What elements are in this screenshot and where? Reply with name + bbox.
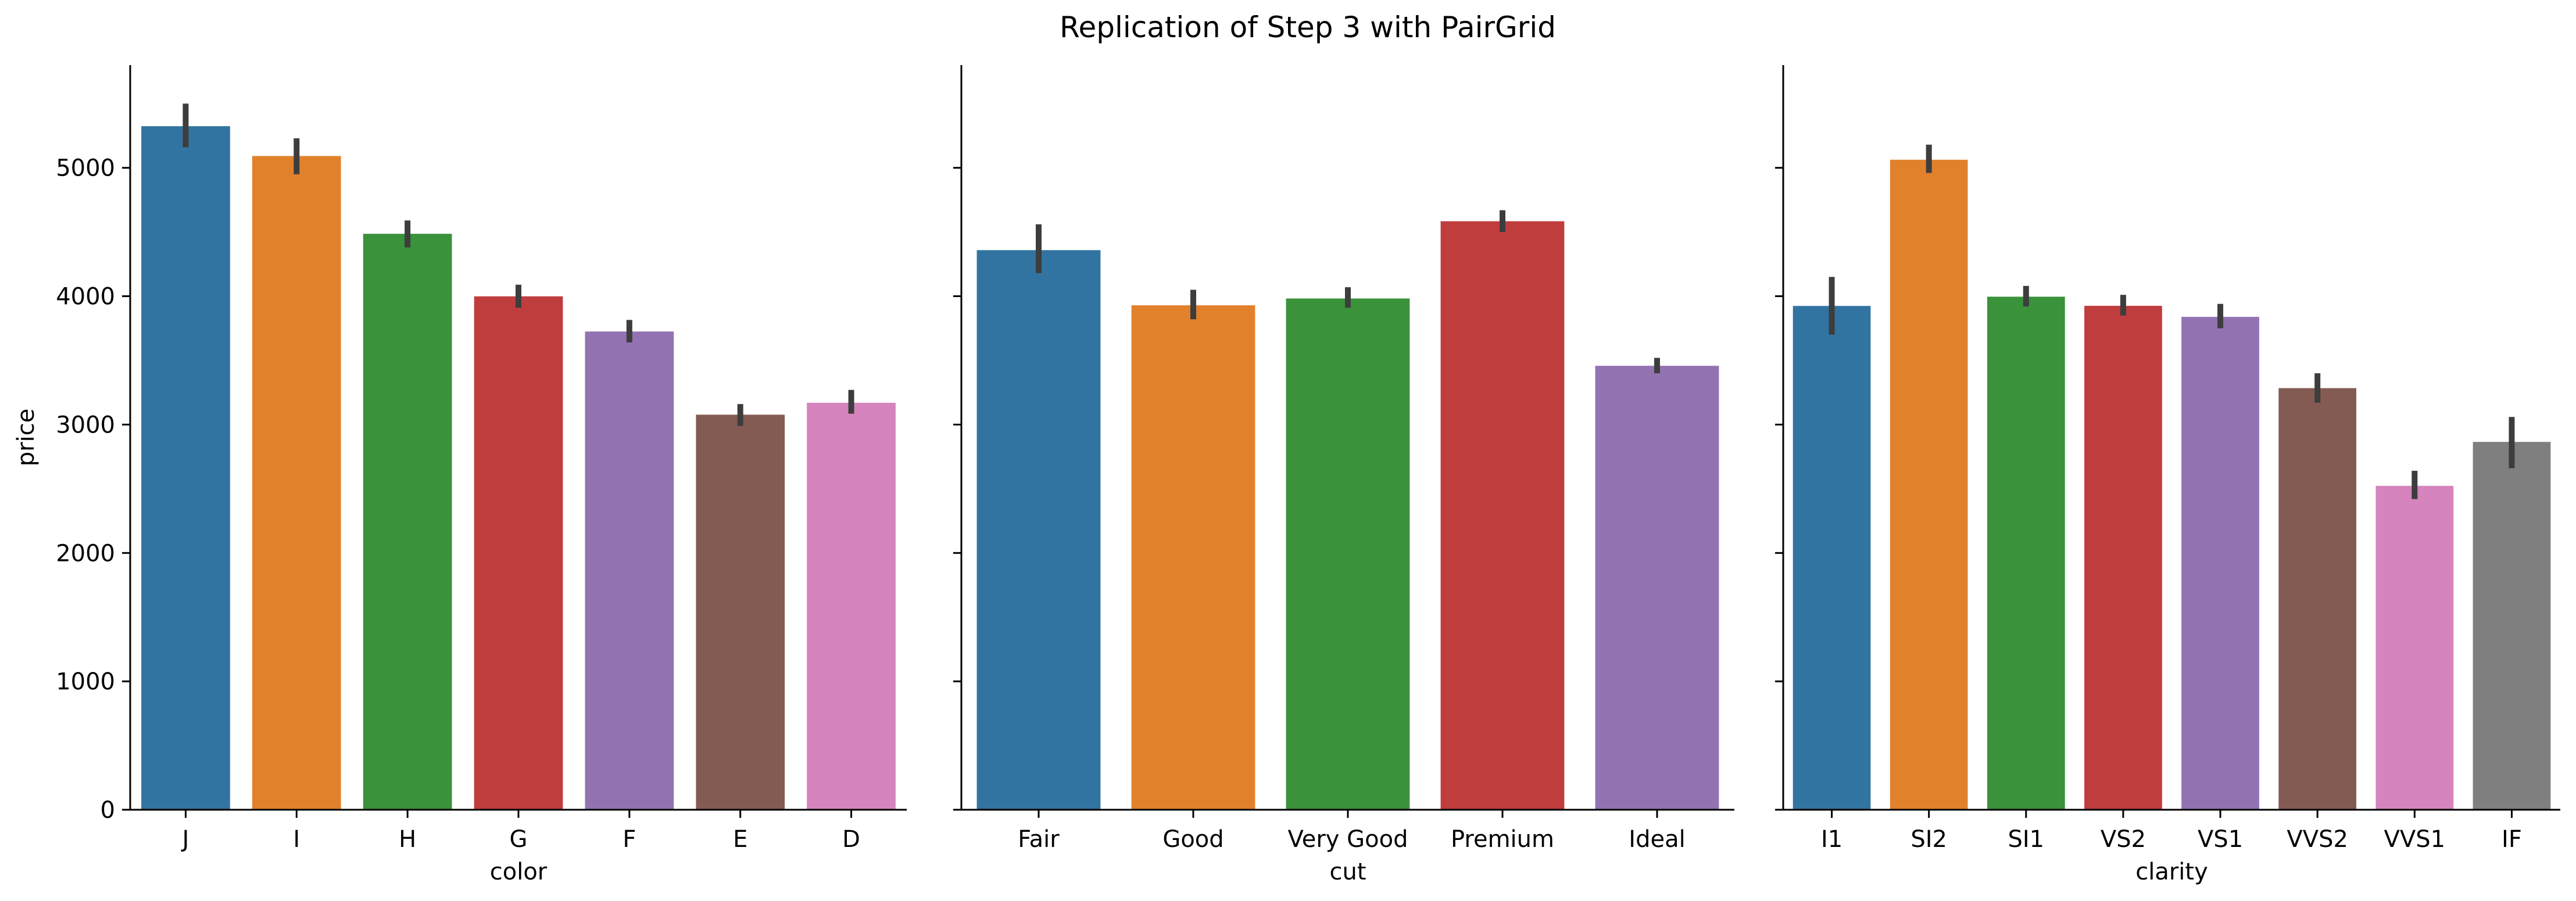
x-tick-label: G: [510, 826, 528, 853]
bar-si2: [1890, 159, 1968, 810]
bar-i1: [1793, 306, 1871, 810]
bar-ideal: [1595, 366, 1719, 810]
bar-f: [585, 331, 674, 810]
x-tick-label: D: [842, 826, 860, 853]
bar-g: [474, 296, 563, 810]
x-axis-label: cut: [1329, 859, 1366, 885]
y-tick-label: 0: [101, 797, 115, 824]
x-tick-label: J: [181, 826, 189, 853]
subplot-panels: J I H G F E D 0 1000 2000 3000 4000 5000 color price Fa…: [13, 65, 2560, 885]
figure-title: Replication of Step 3 with PairGrid: [1060, 10, 1556, 44]
bar-vvs1: [2375, 485, 2454, 810]
x-tick-label: Premium: [1451, 826, 1554, 853]
x-tick-label: VVS2: [2287, 826, 2348, 853]
bar-vvs2: [2278, 388, 2356, 810]
bar-very-good: [1286, 298, 1410, 810]
x-tick-label: Very Good: [1287, 826, 1408, 853]
bar-si1: [1987, 296, 2065, 810]
x-tick-label: F: [622, 826, 636, 853]
bar-d: [807, 402, 896, 810]
bar-j: [141, 126, 230, 810]
x-tick-label: Ideal: [1629, 826, 1685, 853]
x-tick-label: Good: [1162, 826, 1223, 853]
subplot-cut: Fair Good Very Good Premium Ideal cut: [953, 65, 1734, 885]
x-tick-label: E: [733, 826, 747, 853]
bar-i: [252, 156, 341, 810]
y-tick-label: 2000: [56, 540, 115, 567]
bar-premium: [1440, 221, 1565, 810]
y-tick-label: 4000: [56, 284, 115, 310]
x-axis-label: color: [490, 859, 548, 885]
x-tick-label: VS2: [2101, 826, 2146, 853]
bar-vs2: [2084, 306, 2162, 810]
bar-vs1: [2181, 317, 2259, 810]
y-tick-label: 3000: [56, 412, 115, 438]
subplot-color: J I H G F E D 0 1000 2000 3000 4000 5000 color price: [13, 65, 907, 885]
y-tick-label: 1000: [56, 668, 115, 695]
subplot-clarity: I1 SI2 SI1 VS2 VS1 VVS2 VVS1 IF clarity: [1775, 65, 2560, 885]
x-tick-label: I1: [1821, 826, 1842, 853]
y-tick-label: 5000: [56, 155, 115, 182]
x-tick-label: I: [293, 826, 300, 853]
bar-fair: [976, 250, 1101, 810]
bar-h: [363, 234, 452, 810]
bar-if: [2473, 442, 2551, 810]
x-tick-label: H: [399, 826, 416, 853]
x-tick-label: VVS1: [2384, 826, 2446, 853]
x-tick-label: VS1: [2198, 826, 2243, 853]
x-tick-label: SI1: [2008, 826, 2044, 853]
x-tick-label: SI2: [1910, 826, 1947, 853]
x-tick-label: IF: [2502, 826, 2522, 853]
x-tick-label: Fair: [1018, 826, 1060, 853]
y-axis-label: price: [13, 409, 40, 467]
x-axis-label: clarity: [2135, 859, 2208, 885]
bar-e: [696, 414, 785, 810]
bar-good: [1131, 305, 1255, 810]
